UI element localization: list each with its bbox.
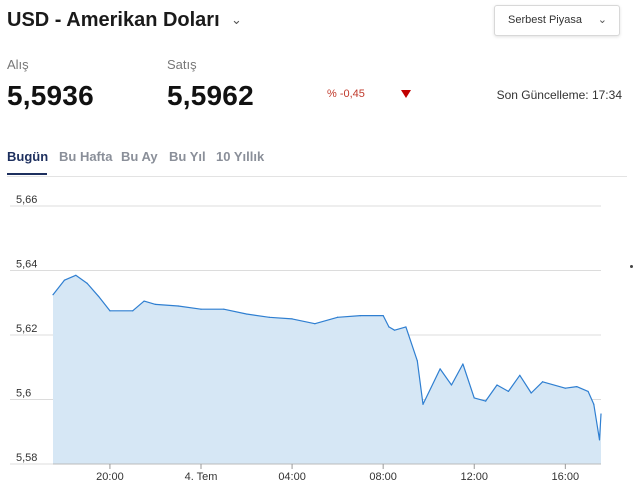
data-point <box>576 386 578 388</box>
divider <box>7 176 627 177</box>
data-point <box>314 323 316 325</box>
data-point <box>154 303 157 305</box>
buy-label: Alış <box>7 57 29 72</box>
sell-value: 5,5962 <box>167 80 254 111</box>
data-point <box>132 310 134 312</box>
market-select-value: Serbest Piyasa <box>508 14 582 26</box>
series-area <box>53 275 601 464</box>
data-point <box>359 315 361 317</box>
tab-today[interactable]: Bugün <box>7 149 49 164</box>
x-tick-label: 4. Tem <box>185 471 218 483</box>
y-tick-label: 5,66 <box>16 194 37 206</box>
data-point <box>337 316 339 318</box>
down-triangle-icon <box>401 90 411 98</box>
data-point <box>519 374 521 376</box>
data-point <box>109 310 111 312</box>
data-point <box>245 313 248 315</box>
data-point <box>52 294 54 296</box>
sell-label: Satış <box>167 57 197 72</box>
x-tick-label: 16:00 <box>552 471 580 483</box>
chevron-down-icon[interactable]: ⌄ <box>231 12 242 27</box>
x-tick-label: 04:00 <box>278 471 306 483</box>
bullet-dot <box>630 265 633 268</box>
tab-this-month[interactable]: Bu Ay <box>121 149 158 164</box>
data-point <box>393 329 396 331</box>
data-point <box>473 397 475 399</box>
data-point <box>86 282 88 284</box>
data-point <box>598 439 601 441</box>
tab-this-year[interactable]: Bu Yıl <box>169 149 206 164</box>
exchange-rate-chart[interactable]: 5,66 5,64 5,62 5,6 5,58 20:00 4. Tem 04:00 08:00… <box>0 178 634 489</box>
x-tick-label: 20:00 <box>96 471 124 483</box>
data-point <box>97 295 100 297</box>
active-tab-indicator <box>7 173 47 175</box>
data-point <box>143 300 145 302</box>
data-point <box>416 360 418 362</box>
page-title: USD - Amerikan Doları <box>7 9 220 31</box>
chevron-down-icon: ⌄ <box>597 14 607 26</box>
series-line <box>52 274 602 441</box>
y-tick-label: 5,62 <box>16 323 37 335</box>
x-tick-label: 08:00 <box>369 471 397 483</box>
data-point <box>462 363 464 365</box>
y-tick-label: 5,6 <box>16 388 31 400</box>
buy-value: 5,5936 <box>7 80 94 111</box>
market-type-select[interactable]: Serbest Piyasa ⌄ <box>494 5 620 36</box>
data-point <box>485 400 487 402</box>
data-point <box>223 308 225 310</box>
data-point <box>268 316 270 318</box>
data-point <box>63 279 65 281</box>
data-point <box>507 390 510 393</box>
x-tick-label: 12:00 <box>460 471 488 483</box>
data-point <box>439 368 441 370</box>
data-point <box>541 381 544 383</box>
last-update: Son Güncelleme: 17:34 <box>496 88 622 102</box>
data-point <box>405 326 407 328</box>
data-point <box>496 384 498 386</box>
tab-10-years[interactable]: 10 Yıllık <box>216 149 265 164</box>
data-point <box>422 403 424 405</box>
data-point <box>388 326 390 328</box>
data-point <box>564 387 566 389</box>
y-tick-label: 5,58 <box>16 452 37 464</box>
data-point <box>600 413 602 415</box>
data-point <box>530 392 532 394</box>
y-tick-label: 5,64 <box>16 259 37 271</box>
data-point <box>450 384 453 386</box>
data-point <box>200 308 202 310</box>
data-point <box>382 315 384 317</box>
data-point <box>587 390 589 393</box>
tab-this-week[interactable]: Bu Hafta <box>59 149 113 164</box>
change-percent: % -0,45 <box>327 88 365 100</box>
data-point <box>75 274 77 276</box>
data-point <box>593 403 595 405</box>
data-point <box>177 305 179 307</box>
data-point <box>291 318 293 320</box>
